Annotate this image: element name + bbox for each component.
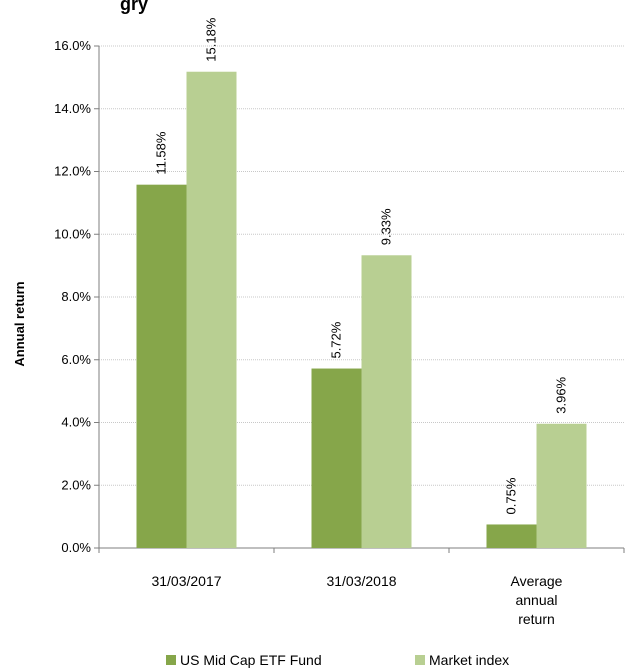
y-tick-label: 4.0% xyxy=(61,415,91,430)
y-tick-label: 8.0% xyxy=(61,289,91,304)
bar xyxy=(311,368,362,548)
legend-swatch-index xyxy=(415,655,425,665)
y-tick-label: 16.0% xyxy=(54,38,91,53)
legend-swatch-fund xyxy=(166,655,176,665)
data-label: 9.33% xyxy=(379,208,394,245)
x-tick-label: Average xyxy=(511,573,563,589)
bar xyxy=(186,71,237,548)
x-tick-label: 31/03/2018 xyxy=(326,573,396,589)
x-axis: 31/03/2017 31/03/2018 Average annual return xyxy=(98,547,625,627)
y-tick-label: 0.0% xyxy=(61,540,91,555)
y-tick-label: 6.0% xyxy=(61,352,91,367)
y-axis-title: Annual return xyxy=(12,281,27,366)
legend-item-fund: US Mid Cap ETF Fund xyxy=(166,652,322,668)
x-tick-label: return xyxy=(518,611,555,627)
y-tick-label: 14.0% xyxy=(54,101,91,116)
x-tick-label: 31/03/2017 xyxy=(151,573,221,589)
data-label: 5.72% xyxy=(329,321,344,358)
data-label: 11.58% xyxy=(154,131,169,175)
bar xyxy=(136,184,187,549)
bar xyxy=(536,423,587,548)
data-label: 3.96% xyxy=(554,376,569,413)
y-tick-label: 12.0% xyxy=(54,164,91,179)
data-label: 0.75% xyxy=(504,477,519,514)
bars xyxy=(136,71,587,549)
y-tick-label: 2.0% xyxy=(61,477,91,492)
bar xyxy=(486,524,537,548)
y-tick-label: 10.0% xyxy=(54,226,91,241)
legend-label-fund: US Mid Cap ETF Fund xyxy=(180,652,322,668)
bar xyxy=(361,255,412,549)
y-axis: 0.0% 2.0% 4.0% 6.0% 8.0% 10.0% 12.0% 14.0% 16.0% xyxy=(54,38,100,555)
chart-title-fragment: gry xyxy=(120,0,149,14)
data-labels: 11.58% 15.18% 5.72% 9.33% 0.75% 3.96% xyxy=(154,17,569,514)
legend-item-index: Market index xyxy=(415,652,509,668)
data-label: 15.18% xyxy=(204,17,219,62)
x-tick-label: annual xyxy=(515,592,557,608)
legend-label-index: Market index xyxy=(429,652,510,668)
